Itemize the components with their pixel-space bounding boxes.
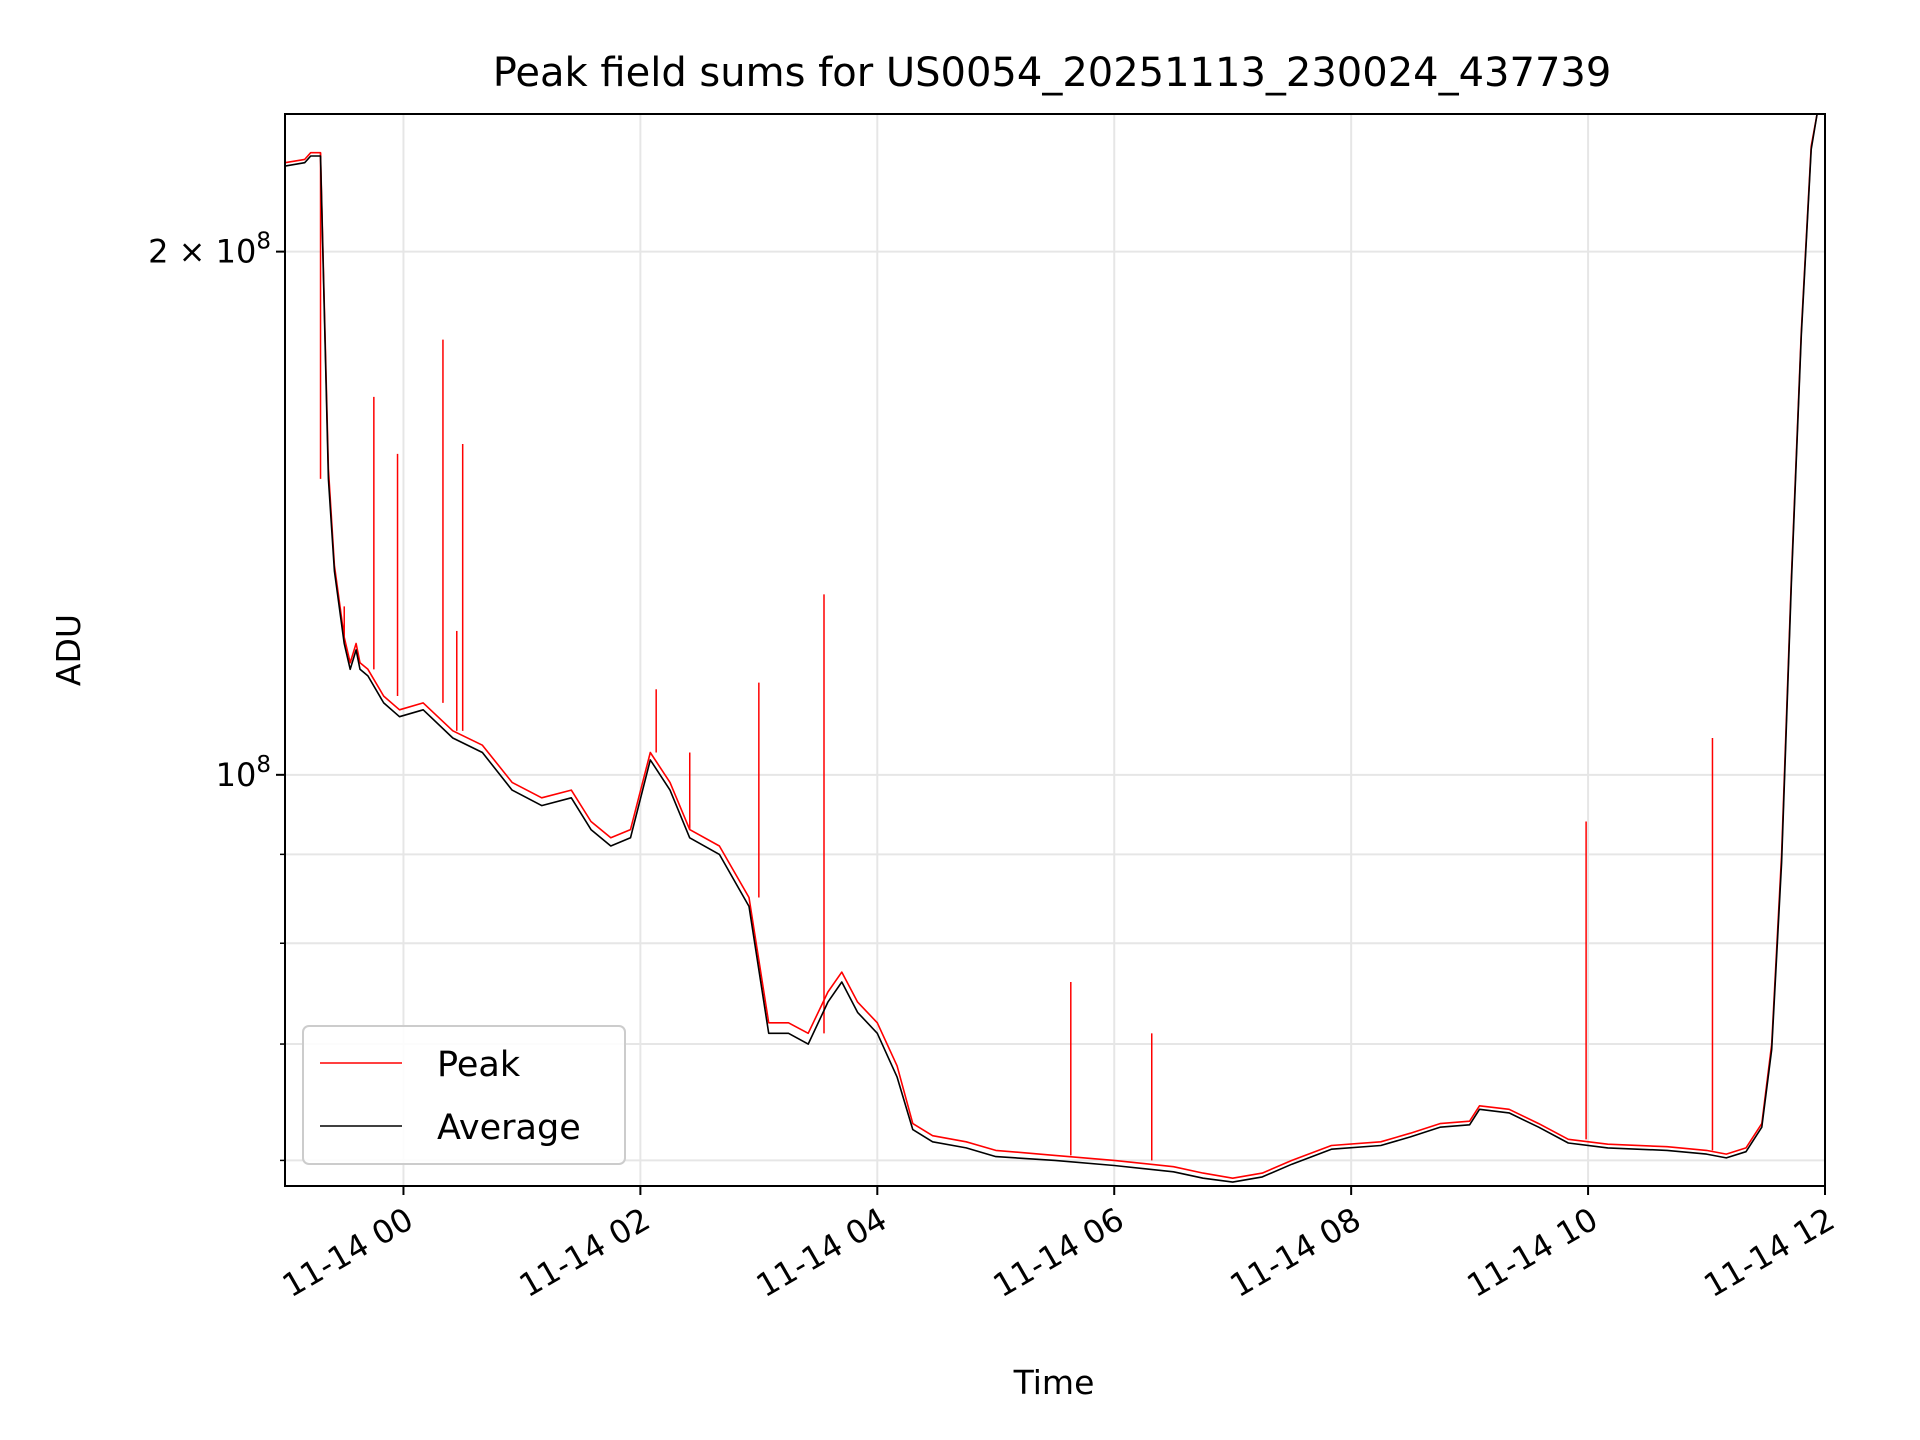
legend-box [302,1025,626,1165]
legend: Peak Average [302,1025,626,1165]
chart-title: Peak field sums for US0054_20251113_2300… [493,50,1612,96]
plot-series [285,114,1818,1183]
series-line-average [285,114,1818,1183]
y-tick-label-1: 108 [216,752,271,794]
series-line-peak [285,114,1818,1179]
y-axis-label: ADU [49,614,88,686]
plot-frame [284,113,1826,1187]
x-axis-label: Time [1013,1363,1095,1402]
legend-label-average: Average [437,1108,581,1148]
y-tick-label-0: 2 × 108 [148,229,271,271]
legend-label-peak: Peak [437,1045,521,1085]
